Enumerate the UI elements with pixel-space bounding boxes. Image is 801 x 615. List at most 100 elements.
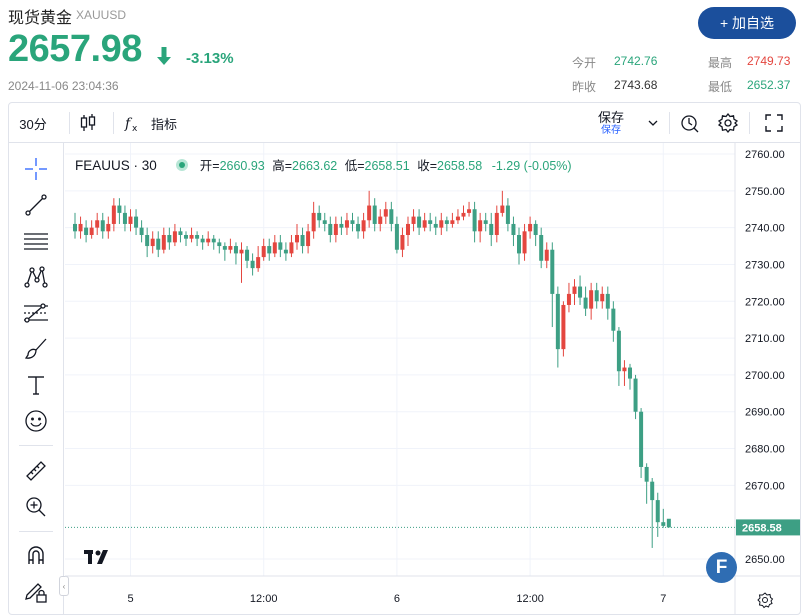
candle-body [417,216,422,228]
candle-body [139,227,144,235]
candle-body [539,235,544,261]
brand-badge-icon[interactable]: F [706,552,737,583]
collapse-toolbar-button[interactable]: ‹ [59,576,69,596]
legend-high-label: 高= [272,159,293,173]
candle-body [261,246,266,258]
candle-body [411,216,416,224]
candle-body [533,223,538,235]
candle-body [589,290,594,309]
candle-body [84,227,89,235]
candle-body [311,212,316,232]
time-tick-label: 12:00 [250,593,278,605]
interval-button[interactable]: 30分 [19,116,47,132]
candle-body [383,209,388,217]
candle-body [189,235,194,239]
candle-body [378,216,383,224]
drawing-toolbar [9,143,64,614]
candle-body [594,290,599,302]
candle-body [322,220,327,224]
candle-body [467,209,472,213]
fib-icon[interactable] [21,299,51,327]
symbol-code: XAUUSD [76,8,127,22]
candle-body [367,205,372,221]
chevron-down-icon[interactable] [643,113,663,133]
candle-body [372,205,377,224]
price-tick-label: 2710.00 [745,333,785,345]
candle-body [178,231,183,235]
candle-body [394,223,399,250]
candlestick-chart[interactable]: 2760.00 2750.00 2740.00 2730.00 2720.00 2710.… [65,143,801,615]
indicators-button[interactable]: 指标 [150,116,177,132]
save-label: 保存 [597,109,624,125]
brush-icon[interactable] [21,335,51,363]
candle-body [300,235,305,247]
candle-body [283,249,288,254]
candle-body [233,246,238,254]
candle-body [278,242,283,250]
candle-body [544,249,549,261]
last-price-badge [736,519,800,536]
page-title: 现货黄金 [8,10,73,27]
crosshair-icon[interactable] [21,155,51,183]
candle-body [339,223,344,228]
candle-body [106,223,111,232]
legend-high: 2663.62 [292,159,338,173]
tradingview-logo-icon[interactable] [83,545,113,569]
candle-body [661,522,666,526]
candle-body [450,220,455,224]
candle-body [228,246,233,250]
text-icon[interactable] [21,371,51,399]
candle-body [605,293,610,309]
candle-body [622,367,627,372]
time-tick-label: 7 [660,593,666,605]
candle-body [628,367,632,379]
candle-body [122,212,127,224]
save-button[interactable]: 保存 保存 [589,107,633,139]
horizontal-lines-icon[interactable] [21,227,51,255]
fullscreen-icon[interactable] [761,111,787,135]
pattern-icon[interactable] [21,263,51,291]
chart-legend: FEAUUS · 30 开=2660.93 高=2663.62 低=2658.5… [75,155,572,174]
high-label: 最高 [708,56,733,70]
zoom-in-icon[interactable] [21,493,51,521]
time-tick-label: 12:00 [516,593,544,605]
candle-body [406,223,410,235]
legend-symbol: FEAUUS · 30 [75,158,157,173]
candle-body [361,220,366,232]
magnet-icon[interactable] [21,541,51,569]
candle-body [317,212,322,221]
price-tick-label: 2670.00 [745,480,785,492]
candle-body [344,220,349,228]
legend-open-label: 开= [199,159,220,173]
legend-low: 2658.51 [364,159,410,173]
candle-body [128,216,133,224]
gear-icon[interactable] [715,111,741,135]
candle-body [428,220,433,224]
candle-body [239,249,244,254]
add-watchlist-button[interactable]: + 加自选 [698,7,796,39]
axis-settings-icon[interactable] [757,592,774,609]
candle-body [639,411,644,467]
candle-body [483,220,488,224]
last-price-label: 2658.58 [742,522,782,534]
candle-body [184,235,188,239]
price-tick-label: 2700.00 [745,370,785,382]
candle-body [289,242,294,254]
candle-body [328,223,333,235]
lock-pencil-icon[interactable] [21,577,51,605]
ruler-icon[interactable] [21,457,51,485]
candle-body [511,223,516,235]
candles-icon[interactable] [75,111,101,135]
candle-body [439,220,444,228]
candle-body [522,231,527,254]
emoji-icon[interactable] [21,407,51,435]
trend-line-icon[interactable] [21,191,51,219]
legend-close-label: 收= [417,159,438,173]
candle-body [245,249,250,261]
alert-icon[interactable] [677,111,703,135]
candle-body [333,223,338,235]
candle-body [100,220,105,232]
time-tick-label: 5 [127,593,133,605]
